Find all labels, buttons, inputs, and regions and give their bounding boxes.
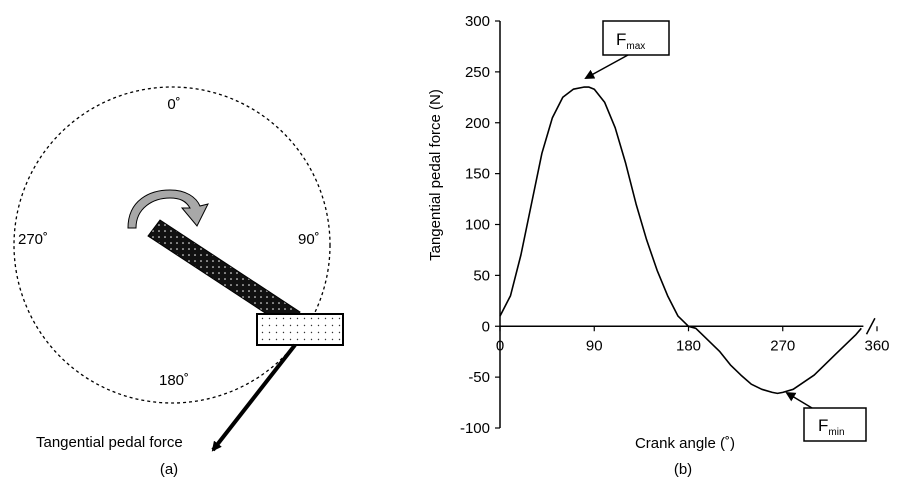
angle-label-0: 0˚ xyxy=(167,96,180,113)
fmin-arrow xyxy=(785,391,813,409)
angle-label-270: 270˚ xyxy=(18,231,48,248)
panel-b: -100 -50 0 50 100 150 200 250 300 0 90 180 270 360 Ta… xyxy=(427,13,890,478)
y-tick-label: 100 xyxy=(465,217,490,234)
panel-b-label: (b) xyxy=(674,461,692,478)
fmin-label: Fmin xyxy=(818,416,845,438)
angle-label-90: 90˚ xyxy=(298,231,320,248)
fmin-sub: min xyxy=(828,427,844,438)
y-tick-label: 250 xyxy=(465,64,490,81)
y-tick-label: -100 xyxy=(460,420,490,437)
y-tick-label: 150 xyxy=(465,166,490,183)
x-tick-label: 360 xyxy=(864,337,889,354)
series-line-0 xyxy=(499,86,862,395)
x-axis-break xyxy=(865,317,876,335)
x-tick-label: 180 xyxy=(676,337,701,354)
x-axis-label: Crank angle (˚) xyxy=(635,435,735,452)
fmax-box xyxy=(602,20,670,56)
x-tick-label: 270 xyxy=(770,337,795,354)
angle-label-180: 180˚ xyxy=(159,372,189,389)
fmax-arrow xyxy=(584,54,629,79)
x-tick-label: 0 xyxy=(496,337,504,354)
fmin-main: F xyxy=(818,416,828,435)
fmax-sub: max xyxy=(626,41,645,52)
panel-a-label: (a) xyxy=(160,461,178,478)
chart-area: -100 -50 0 50 100 150 200 250 300 0 90 180 270 360 xyxy=(460,13,890,437)
clockwise-arrow-icon xyxy=(127,189,209,229)
y-tick-label: 50 xyxy=(473,267,490,284)
fmax-label: Fmax xyxy=(616,30,645,52)
force-arrow xyxy=(211,343,297,452)
fmin-box xyxy=(803,407,867,442)
y-tick-label: 200 xyxy=(465,115,490,132)
crank-arm-icon xyxy=(147,219,301,329)
fmax-callout: Fmax xyxy=(584,20,670,79)
fmin-callout: Fmin xyxy=(785,391,867,442)
x-tick-label: 90 xyxy=(586,337,603,354)
y-tick-label: 0 xyxy=(482,318,490,335)
fmax-main: F xyxy=(616,30,626,49)
y-axis-label: Tangential pedal force (N) xyxy=(427,89,444,261)
panel-a: 0˚ 90˚ 180˚ 270˚ Tangential pedal force … xyxy=(13,86,344,478)
pedal-icon xyxy=(256,313,344,346)
crank-circle xyxy=(13,86,331,404)
y-tick-label: -50 xyxy=(468,369,490,386)
force-label: Tangential pedal force xyxy=(36,434,183,451)
y-tick-label: 300 xyxy=(465,13,490,30)
